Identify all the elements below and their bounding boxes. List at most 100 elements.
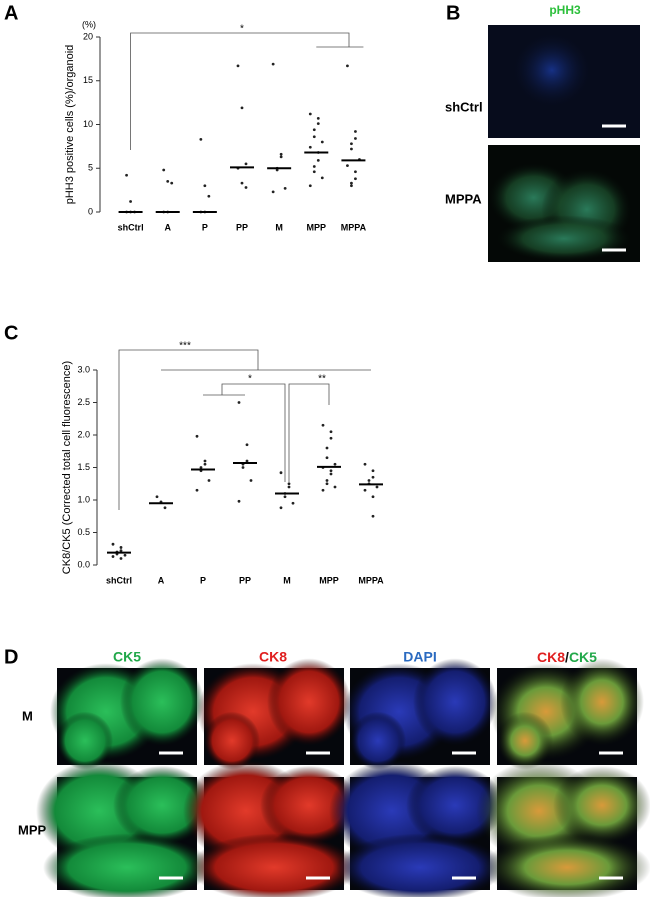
data-point <box>271 190 275 194</box>
data-point <box>325 456 329 460</box>
data-point <box>166 179 170 183</box>
data-point <box>244 186 248 189</box>
data-point <box>333 462 337 466</box>
x-tick-label: PP <box>236 222 248 232</box>
y-tick-label: 5 <box>88 163 93 173</box>
y-tick-label: 1.5 <box>77 462 90 472</box>
cell-cluster <box>560 658 644 746</box>
row-label: shCtrl <box>445 99 483 114</box>
data-point <box>363 488 367 492</box>
panel-label: D <box>4 646 18 668</box>
data-point <box>199 466 203 469</box>
data-point <box>329 436 333 440</box>
data-point <box>371 475 375 479</box>
data-point <box>203 459 207 463</box>
data-point <box>329 472 333 476</box>
y-tick-label: 0.0 <box>77 559 90 569</box>
x-tick-label: shCtrl <box>106 575 132 585</box>
x-tick-label: MPP <box>319 575 339 585</box>
data-point <box>237 401 241 404</box>
cell-cluster <box>43 833 211 902</box>
cell-cluster <box>120 658 204 746</box>
data-point <box>325 446 329 450</box>
data-point <box>279 506 283 510</box>
data-point <box>363 462 367 466</box>
data-point <box>195 434 199 438</box>
x-tick-label: M <box>275 222 283 232</box>
data-point <box>163 506 167 510</box>
data-point <box>316 116 320 120</box>
data-point <box>155 495 159 499</box>
panel-label: C <box>4 322 18 344</box>
data-point <box>123 553 127 557</box>
data-point <box>237 499 241 503</box>
data-point <box>308 184 312 188</box>
data-point <box>333 485 337 489</box>
data-point <box>354 137 357 140</box>
cell-cluster <box>413 658 497 746</box>
significance-label: * <box>248 374 252 385</box>
cell-cluster <box>513 34 590 107</box>
row-label: M <box>22 708 33 723</box>
data-point <box>162 168 166 172</box>
merge-part: / <box>565 649 569 665</box>
data-point <box>350 142 353 146</box>
y-tick-label: 2.5 <box>77 397 90 407</box>
data-point <box>241 466 245 469</box>
data-point <box>111 555 115 558</box>
data-point <box>125 173 128 177</box>
data-point <box>129 200 132 203</box>
data-point <box>287 482 291 486</box>
data-point <box>329 430 333 434</box>
data-point <box>320 140 324 144</box>
significance-label: ** <box>318 374 326 385</box>
data-point <box>346 164 349 168</box>
x-tick-label: A <box>158 575 165 585</box>
data-point <box>236 64 240 68</box>
data-point <box>312 165 316 168</box>
x-tick-label: shCtrl <box>118 222 144 232</box>
data-point <box>316 158 320 162</box>
data-point <box>119 546 123 549</box>
panel-b-title: pHH3 <box>549 3 581 17</box>
data-point <box>249 479 253 482</box>
y-tick-label: 10 <box>83 119 93 129</box>
data-point <box>346 64 349 68</box>
data-point <box>203 184 207 188</box>
cell-cluster <box>267 658 351 746</box>
data-point <box>245 443 249 447</box>
cell-cluster <box>57 711 113 770</box>
column-header: DAPI <box>403 649 436 665</box>
data-point <box>367 479 371 482</box>
x-tick-label: PP <box>239 575 251 585</box>
data-point <box>308 145 312 149</box>
data-point <box>279 152 283 156</box>
data-point <box>350 147 353 151</box>
merge-part: CK8 <box>537 649 565 665</box>
y-tick-label: 2.0 <box>77 429 90 439</box>
y-tick-label: 0.5 <box>77 527 90 537</box>
y-unit: (%) <box>82 19 96 29</box>
cell-cluster <box>495 215 633 262</box>
data-point <box>111 542 115 546</box>
data-point <box>279 471 283 475</box>
significance-bracket <box>118 349 259 510</box>
x-tick-label: P <box>200 575 206 585</box>
data-point <box>375 485 379 489</box>
column-header: CK8 <box>259 649 287 665</box>
data-point <box>170 181 174 185</box>
data-point <box>240 106 244 110</box>
y-axis-label: pHH3 positive cells (%)/organoid <box>64 45 76 205</box>
data-point <box>350 184 353 188</box>
data-point <box>312 135 316 139</box>
significance-label: * <box>240 24 244 35</box>
significance-bracket <box>130 32 350 150</box>
data-point <box>308 112 312 116</box>
data-point <box>279 155 283 159</box>
cell-cluster <box>497 711 553 770</box>
row-label: MPPA <box>445 191 482 206</box>
data-point <box>312 128 316 132</box>
data-point <box>240 181 244 185</box>
cell-cluster <box>553 765 650 845</box>
